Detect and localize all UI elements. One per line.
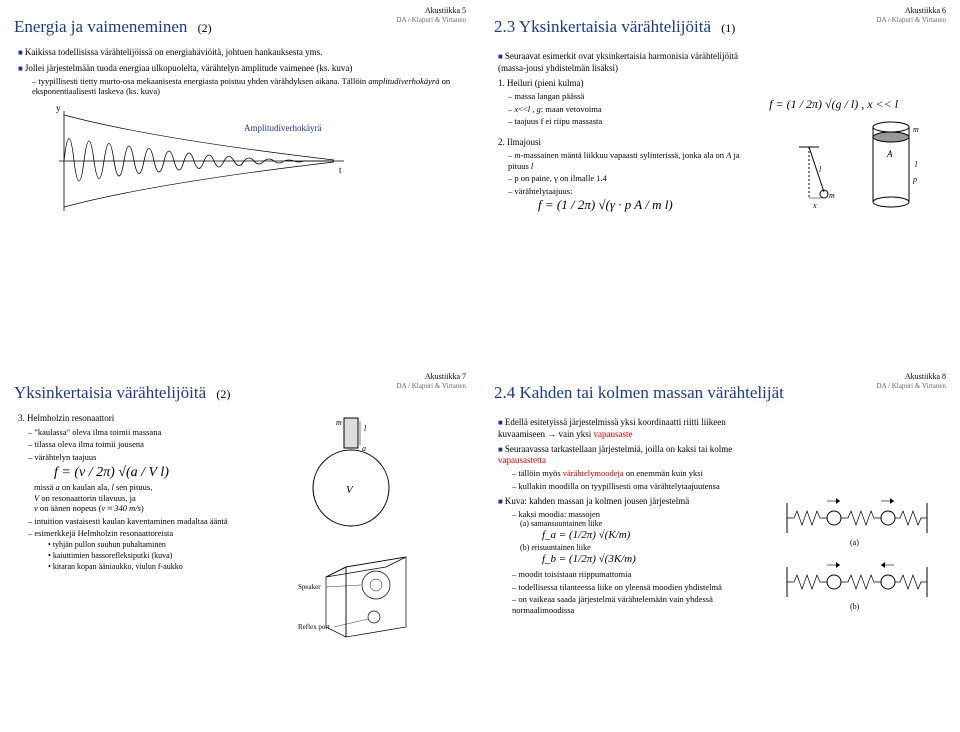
svg-text:x: x [812,201,817,210]
dash-item: taajuus f ei riipu massasta [508,116,759,127]
slide-header: Akustiikka 8 DA / Klapuri & Virtanen [877,372,946,391]
cylinder-figure: m A p l [851,112,931,222]
dot-item: kaiuttimien bassorefleksiputki (kuva) [48,551,286,561]
header-line-1: Akustiikka 8 [877,372,946,382]
header-line-1: Akustiikka 6 [877,6,946,16]
svg-text:l: l [364,424,367,433]
formula-note: missä a on kaulan ala, l sen pituus, V o… [34,482,286,514]
bullet-list: Kaikissa todellisissa värähtelijöissä on… [14,47,466,97]
dash-item: värähtelytaajuus: f = (1 / 2π) √(γ · p A… [508,186,759,213]
dash-item: värähtelyn taajuus [28,452,286,463]
header-line-2: DA / Klapuri & Virtanen [397,382,466,391]
slide-header: Akustiikka 6 DA / Klapuri & Virtanen [877,6,946,25]
formula: f_b = (1/2π) √(3K/m) [542,553,772,567]
spring-system-b: (b) [782,557,932,617]
speaker-figure: Speaker Reflex port [296,547,436,647]
mode-label: (b) erisuuntainen liike [520,543,772,553]
svg-text:l: l [915,160,918,169]
numbered-item: 1. Heiluri (pieni kulma) [498,78,759,89]
header-line-1: Akustiikka 7 [397,372,466,382]
dash-item: moodit toisistaan riippumattomia [512,569,772,580]
mode-label: (a) samansuuntainen liike [520,519,772,529]
slide-5: Akustiikka 5 DA / Klapuri & Virtanen Ene… [0,0,480,366]
svg-text:l: l [819,165,822,174]
formula: f_a = (1/2π) √(K/m) [542,529,772,543]
bullet-item: Seuraavassa tarkastellaan järjestelmiä, … [498,444,772,492]
figure-a-label: (a) [850,538,859,547]
svg-text:A: A [886,149,893,159]
svg-text:m: m [913,125,919,134]
dash-item: on vaikeaa saada järjestelmä värähtelemä… [512,594,772,615]
formula: f = (1 / 2π) √(g / l) , x << l [769,97,946,112]
svg-text:p: p [912,175,917,184]
reflex-port-label: Reflex port [298,623,330,631]
dash-item: tilassa oleva ilma toimii jousena [28,439,286,450]
title-text: Energia ja vaimeneminen [14,17,187,36]
dash-item: m-massainen mäntä liikkuu vapaasti sylin… [508,150,759,171]
dash-item: x<<l , g: maan vetovoima [508,104,759,115]
dash-item: massa langan päässä [508,91,759,102]
bullet-item: Jollei järjestelmään tuoda energiaa ulko… [18,63,466,98]
dash-item: esimerkkejä Helmholzin resonaattoreista … [28,528,286,572]
dash-item: intuition vastaisesti kaulan kaventamine… [28,516,286,527]
svg-text:a: a [362,444,366,453]
header-line-2: DA / Klapuri & Virtanen [877,16,946,25]
numbered-item: 3. Helmholzin resonaattori [18,413,286,424]
title-sub: (1) [721,21,735,35]
envelope-label: Amplitudiverhokäyrä [244,123,321,133]
title-sub: (2) [216,387,230,401]
page-grid: Akustiikka 5 DA / Klapuri & Virtanen Ene… [0,0,960,732]
title-text: 2.3 Yksinkertaisia värähtelijöitä [494,17,711,36]
dot-item: tyhjän pullon suuhun puhaltaminen [48,540,286,550]
dash-item: kaksi moodia: massojen (a) samansuuntain… [512,509,772,567]
numbered-item: 2. Ilmajousi [498,137,759,148]
svg-text:m: m [336,418,342,427]
spring-system-a: (a) [782,493,932,553]
slide-7: Akustiikka 7 DA / Klapuri & Virtanen Yks… [0,366,480,732]
title-text: 2.4 Kahden tai kolmen massan värähtelijä… [494,383,784,402]
svg-text:m: m [829,191,835,200]
figure-b-label: (b) [850,602,860,611]
header-line-1: Akustiikka 5 [397,6,466,16]
svg-text:V: V [346,484,354,496]
formula: f = (v / 2π) √(a / V l) [54,464,286,482]
speaker-label: Speaker [298,583,321,591]
formula: f = (1 / 2π) √(γ · p A / m l) [538,197,759,213]
title-sub: (2) [198,21,212,35]
header-line-2: DA / Klapuri & Virtanen [397,16,466,25]
dash-item: tyypillisesti tietty murto-osa mekaanise… [32,76,466,97]
axis-t-label: t [339,165,342,175]
bullet-item: Edellä esitetyissä järjestelmissä yksi k… [498,417,772,440]
slide-6: Akustiikka 6 DA / Klapuri & Virtanen 2.3… [480,0,960,366]
dot-item: kitaran kopan ääniaukko, viulun f-aukko [48,562,286,572]
pendulum-figure: m x l [769,142,849,222]
damped-wave-figure: y t Amplitudiverhokäyrä [54,101,354,221]
bullet-item: Kuva: kahden massan ja kolmen jousen jär… [498,496,772,616]
dash-item: tällöin myös värähtelymoodeja on enemmän… [512,468,772,479]
helmholtz-figure: m l a V [296,413,416,543]
bullet-item: Kaikissa todellisissa värähtelijöissä on… [18,47,466,58]
bullet-item: Seuraavat esimerkit ovat yksinkertaisia … [498,51,759,74]
title-text: Yksinkertaisia värähtelijöitä [14,383,206,402]
axis-y-label: y [56,103,61,113]
dash-item: p on paine, γ on ilmalle 1.4 [508,173,759,184]
header-line-2: DA / Klapuri & Virtanen [877,382,946,391]
dash-item: todellisessa tilanteessa liike on yleens… [512,582,772,593]
slide-8: Akustiikka 8 DA / Klapuri & Virtanen 2.4… [480,366,960,732]
slide-header: Akustiikka 5 DA / Klapuri & Virtanen [397,6,466,25]
dash-item: kullakin moodilla on tyypillisesti oma v… [512,481,772,492]
dash-item: "kaulassa" oleva ilma toimii massana [28,427,286,438]
slide-header: Akustiikka 7 DA / Klapuri & Virtanen [397,372,466,391]
